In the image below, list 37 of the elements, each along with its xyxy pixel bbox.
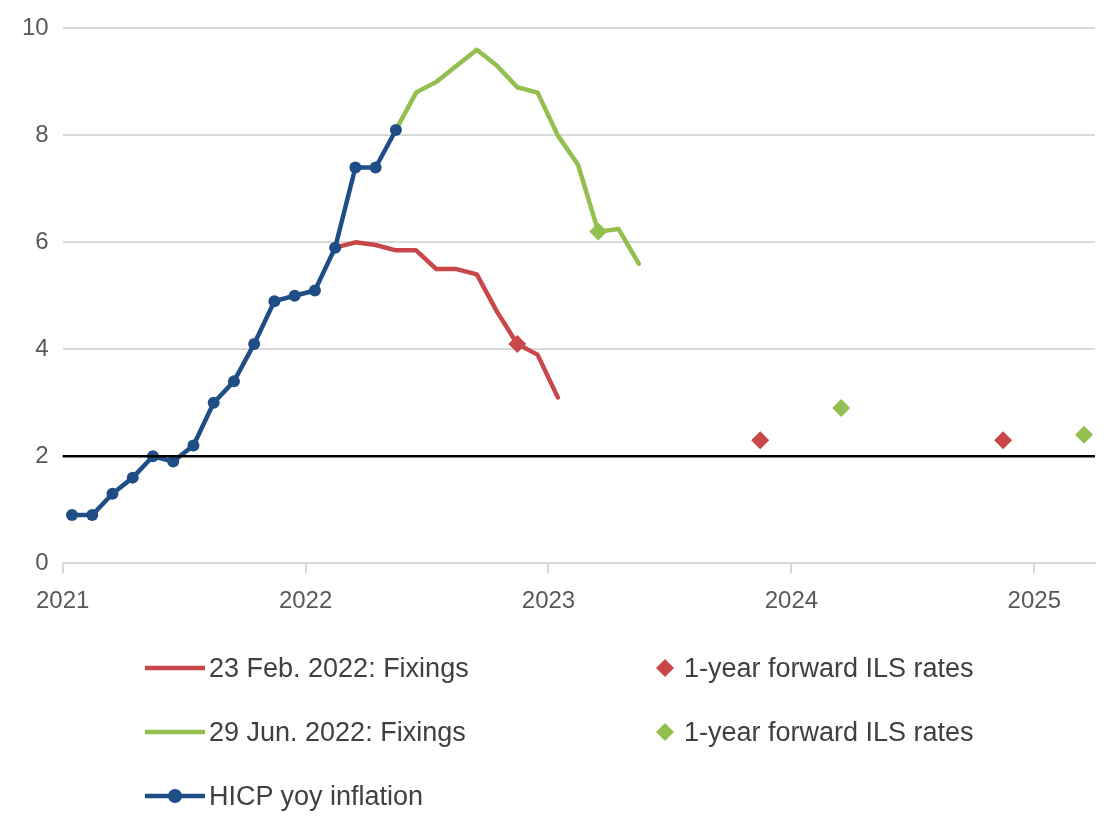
point bbox=[994, 431, 1013, 450]
legend-label: 1-year forward ILS rates bbox=[684, 652, 974, 684]
point bbox=[106, 487, 119, 500]
point bbox=[832, 399, 851, 418]
x-tick-label: 2022 bbox=[278, 586, 333, 614]
point bbox=[751, 431, 770, 450]
y-tick-label: 2 bbox=[35, 440, 49, 468]
point bbox=[227, 375, 240, 388]
x-tick-label: 2021 bbox=[36, 586, 90, 614]
point bbox=[308, 284, 321, 297]
y-tick-label: 8 bbox=[35, 119, 49, 147]
x-tick-label: 2024 bbox=[764, 586, 819, 614]
point bbox=[126, 471, 139, 484]
point bbox=[389, 124, 402, 137]
x-tick-label: 2023 bbox=[521, 586, 576, 614]
point bbox=[86, 509, 99, 522]
y-tick-label: 10 bbox=[21, 13, 49, 41]
point bbox=[288, 289, 301, 302]
point bbox=[329, 241, 342, 254]
point bbox=[187, 439, 200, 452]
point bbox=[1075, 425, 1094, 444]
x-tick-label: 2025 bbox=[1007, 586, 1061, 614]
legend-label: 23 Feb. 2022: Fixings bbox=[209, 652, 469, 684]
y-tick-label: 6 bbox=[35, 226, 49, 254]
legend-label: 1-year forward ILS rates bbox=[684, 716, 974, 748]
point bbox=[589, 222, 608, 241]
point bbox=[207, 396, 220, 409]
point bbox=[508, 334, 527, 353]
point bbox=[248, 337, 261, 350]
legend-label: 29 Jun. 2022: Fixings bbox=[209, 716, 466, 748]
point bbox=[66, 509, 79, 522]
y-tick-label: 4 bbox=[35, 333, 49, 361]
legend-label: HICP yoy inflation bbox=[209, 780, 424, 812]
point bbox=[369, 161, 382, 174]
y-tick-label: 0 bbox=[35, 547, 49, 575]
point bbox=[349, 161, 362, 174]
point bbox=[268, 295, 281, 308]
